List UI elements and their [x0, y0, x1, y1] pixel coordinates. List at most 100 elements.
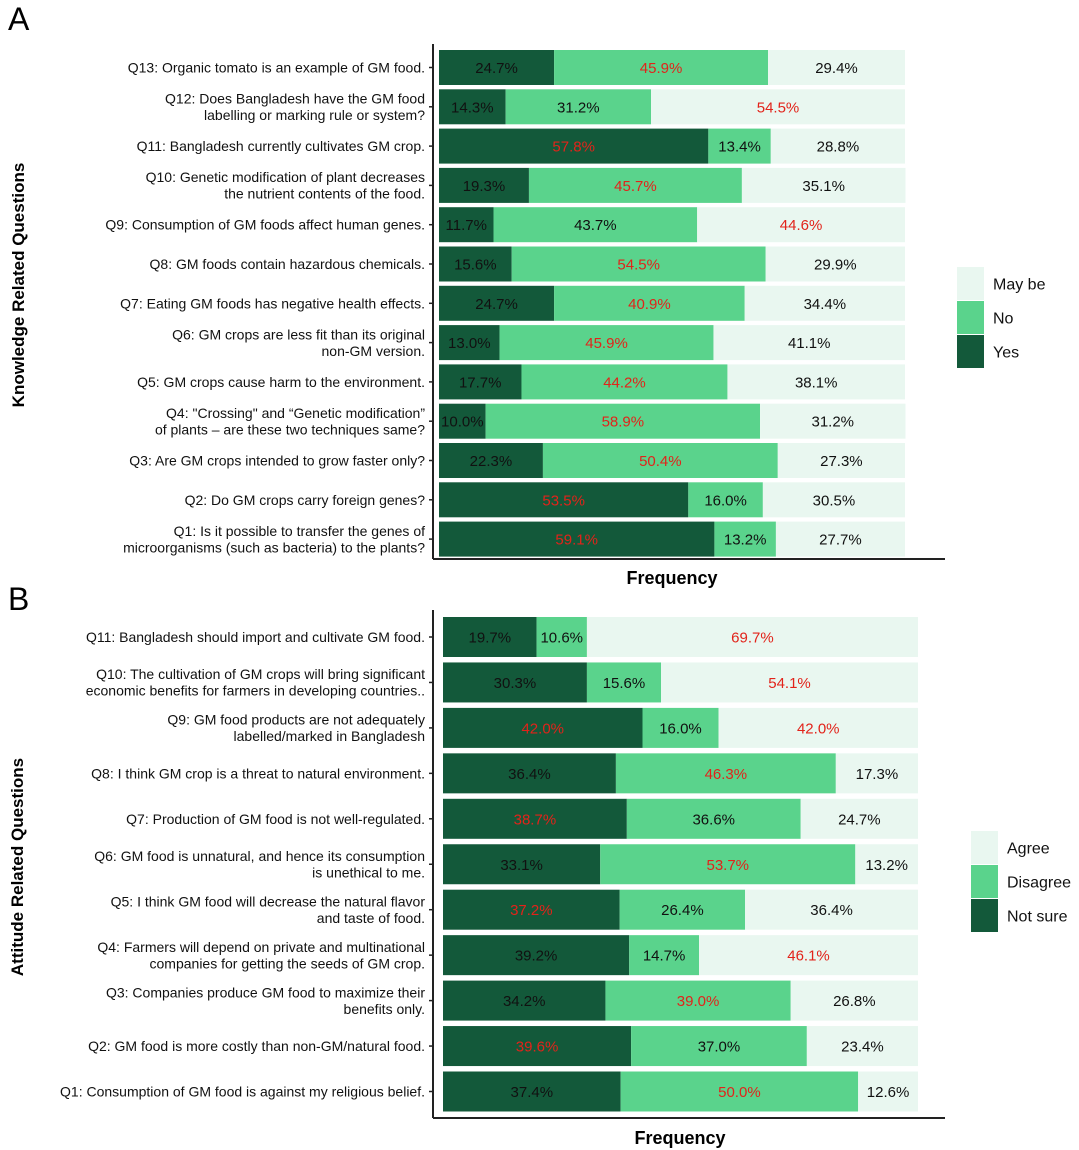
data-label: 15.6%	[603, 675, 646, 692]
legend-label: Agree	[1007, 841, 1050, 858]
bar-segment-no	[511, 246, 766, 282]
panel-letter: B	[8, 581, 29, 617]
category-label: Q10: Genetic modification of plant decre…	[146, 169, 425, 202]
bar-row: Q2: Do GM crops carry foreign genes? 53.5…	[185, 482, 905, 518]
y-axis-title: Attitude Related Questions	[8, 758, 27, 976]
panel-letter: A	[8, 1, 30, 37]
data-label: 19.3%	[463, 178, 506, 195]
bar-segment-no	[521, 364, 728, 400]
bar-segment-yes	[439, 167, 529, 203]
data-label: 40.9%	[628, 296, 671, 313]
bar-segment-no	[554, 285, 745, 321]
data-label: 41.1%	[788, 335, 831, 352]
legend-label: No	[993, 311, 1014, 328]
bar-segment-may-be	[770, 128, 905, 164]
legend-swatch-agree	[971, 831, 998, 864]
bar-row: Q9: Consumption of GM foods affect human…	[105, 207, 905, 243]
category-label: Q8: GM foods contain hazardous chemicals…	[150, 256, 425, 272]
legend-swatch-not-sure	[971, 899, 998, 932]
data-label: 30.3%	[494, 675, 537, 692]
bar-segment-not-sure	[443, 753, 616, 794]
data-label: 39.2%	[515, 948, 558, 965]
category-label: Q13: Organic tomato is an example of GM …	[128, 60, 425, 76]
category-label: Q1: Consumption of GM food is against my…	[60, 1084, 425, 1100]
bar-row: Q5: GM crops cause harm to the environme…	[137, 364, 905, 400]
bar-row: Q6: GM food is unnatural, and hence its …	[94, 844, 918, 885]
data-label: 53.5%	[542, 492, 585, 509]
data-label: 14.3%	[451, 99, 494, 116]
bar-segment-not-sure	[443, 1026, 632, 1067]
bar-row: Q4: Farmers will depend on private and m…	[97, 935, 919, 976]
category-label: Q5: I think GM food will decrease the na…	[111, 893, 426, 926]
data-label: 27.7%	[819, 532, 862, 549]
bar-row: Q8: I think GM crop is a threat to natur…	[91, 753, 918, 794]
data-label: 36.4%	[810, 902, 853, 919]
bar-row: Q11: Bangladesh should import and cultiv…	[86, 617, 918, 657]
data-label: 14.7%	[643, 948, 686, 965]
data-label: 28.8%	[817, 139, 860, 156]
bar-row: Q3: Companies produce GM food to maximiz…	[106, 980, 918, 1021]
bar-segment-no	[505, 89, 652, 125]
bar-segment-agree	[858, 1071, 918, 1112]
data-label: 31.2%	[557, 99, 600, 116]
bar-segment-yes	[439, 207, 494, 243]
bar-segment-no	[688, 482, 763, 518]
bar-segment-agree	[745, 889, 918, 930]
bar-row: Q8: GM foods contain hazardous chemicals…	[150, 246, 905, 282]
bar-segment-no	[485, 403, 761, 439]
category-label: Q6: GM crops are less fit than its origi…	[172, 326, 425, 359]
bar-segment-not-sure	[443, 798, 627, 839]
data-label: 11.7%	[446, 217, 487, 234]
data-label: 46.1%	[787, 948, 830, 965]
category-label: Q2: GM food is more costly than non-GM/n…	[88, 1038, 425, 1054]
bar-segment-yes	[439, 89, 506, 125]
data-label: 37.4%	[511, 1084, 554, 1101]
x-axis-title: Frequency	[626, 568, 717, 588]
bar-row: Q9: GM food products are not adequately l…	[167, 707, 918, 748]
bar-segment-not-sure	[443, 980, 606, 1021]
data-label: 26.4%	[661, 902, 704, 919]
bar-segment-disagree	[586, 662, 662, 703]
bar-row: Q7: Production of GM food is not well-re…	[126, 798, 919, 839]
data-label: 54.5%	[757, 99, 800, 116]
data-label: 54.1%	[768, 675, 811, 692]
data-label: 57.8%	[552, 139, 595, 156]
bar-segment-not-sure	[443, 1071, 621, 1112]
data-label: 30.5%	[813, 492, 856, 509]
category-label: Q9: Consumption of GM foods affect human…	[105, 217, 425, 233]
legend-swatch-may-be	[957, 267, 984, 300]
bar-segment-yes	[439, 443, 543, 478]
bar-row: Q13: Organic tomato is an example of GM …	[128, 50, 905, 85]
bar-segment-agree	[855, 844, 918, 885]
data-label: 26.8%	[833, 993, 876, 1010]
data-label: 36.4%	[508, 766, 551, 783]
bar-segment-no	[708, 128, 771, 164]
bar-row: Q10: The cultivation of GM crops will br…	[86, 662, 918, 703]
bar-segment-may-be	[727, 364, 905, 400]
data-label: 38.1%	[795, 374, 838, 391]
x-axis-title: Frequency	[634, 1128, 725, 1148]
data-label: 53.7%	[706, 857, 749, 874]
bar-segment-no	[528, 167, 742, 203]
bar-segment-may-be	[765, 246, 905, 282]
legend: May be No Yes	[957, 267, 1046, 368]
bar-segment-yes	[439, 364, 522, 400]
category-label: Q9: GM food products are not adequately l…	[167, 712, 425, 745]
data-label: 13.2%	[724, 532, 767, 549]
bar-row: Q1: Is it possible to transfer the genes…	[123, 521, 905, 557]
category-label: Q7: Production of GM food is not well-re…	[126, 811, 425, 827]
legend: Agree Disagree Not sure	[971, 831, 1071, 932]
bar-segment-disagree	[629, 935, 700, 976]
data-label: 17.7%	[459, 374, 502, 391]
bar-segment-disagree	[642, 707, 719, 748]
bar-segment-not-sure	[443, 707, 643, 748]
data-label: 39.6%	[516, 1039, 559, 1056]
category-label: Q3: Companies produce GM food to maximiz…	[106, 984, 425, 1017]
legend-label: Disagree	[1007, 875, 1071, 892]
data-label: 23.4%	[841, 1039, 884, 1056]
category-label: Q1: Is it possible to transfer the genes…	[123, 523, 425, 556]
bar-segment-no	[499, 325, 714, 361]
category-label: Q4: "Crossing" and “Genetic modification…	[155, 405, 425, 438]
legend-swatch-yes	[957, 335, 984, 368]
bar-segment-agree	[790, 980, 918, 1021]
